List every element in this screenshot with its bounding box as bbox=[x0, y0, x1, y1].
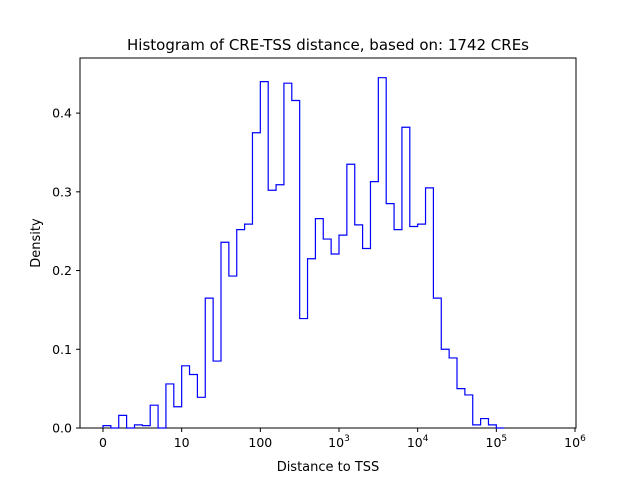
y-axis-ticks: 0.0 0.1 0.2 0.3 0.4 bbox=[52, 106, 80, 436]
x-axis-label: Distance to TSS bbox=[277, 460, 380, 475]
x-tick-label: 105 bbox=[486, 434, 508, 450]
x-tick-label: 0 bbox=[99, 435, 107, 450]
x-tick-label: 106 bbox=[564, 434, 586, 450]
chart-title: Histogram of CRE-TSS distance, based on:… bbox=[127, 36, 529, 54]
plot-area-frame bbox=[79, 57, 577, 429]
y-tick-label: 0.3 bbox=[52, 184, 72, 199]
x-tick-label: 10 bbox=[174, 435, 190, 450]
y-tick-label: 0.4 bbox=[52, 106, 72, 121]
y-tick-label: 0.0 bbox=[52, 421, 72, 436]
x-tick-label: 100 bbox=[248, 435, 272, 450]
x-axis-ticks: 0 10 100 103 104 105 106 bbox=[99, 428, 586, 450]
histogram-step-line bbox=[102, 77, 505, 429]
y-axis-label: Density bbox=[29, 218, 44, 268]
x-tick-label: 104 bbox=[407, 434, 429, 450]
y-tick-label: 0.1 bbox=[52, 342, 72, 357]
x-tick-label: 103 bbox=[328, 434, 350, 450]
y-tick-label: 0.2 bbox=[52, 263, 72, 278]
